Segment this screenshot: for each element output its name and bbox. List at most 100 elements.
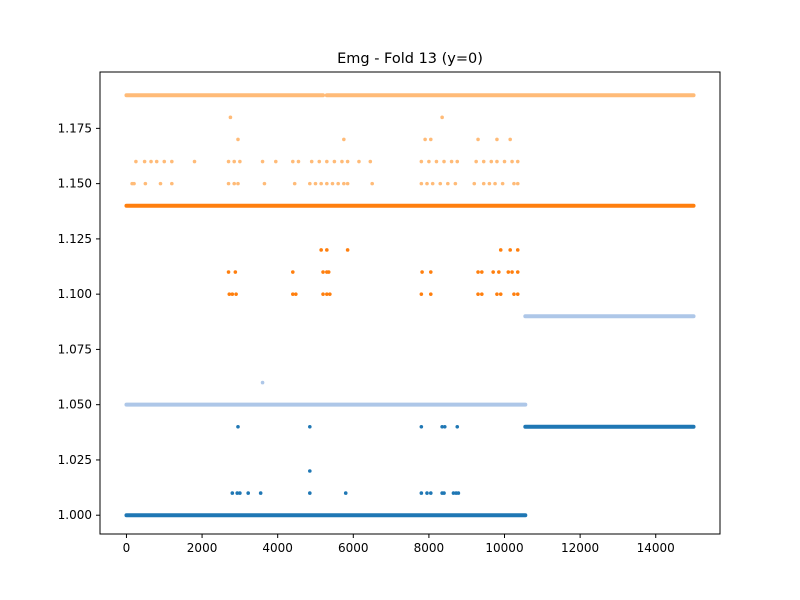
series-2: [124, 314, 696, 407]
series-3-point-8: [328, 292, 332, 296]
y-tick-label: 1.125: [58, 232, 92, 246]
series-4-point-56: [427, 159, 431, 164]
series-3-point-30: [510, 270, 514, 274]
y-tick-label: 1.000: [58, 508, 92, 522]
series-4-point-58: [442, 159, 446, 164]
plot-marks: [124, 93, 696, 518]
series-4-point-72: [476, 137, 480, 142]
series-4-point-21: [425, 181, 429, 186]
series-1-point-18: [308, 424, 312, 429]
series-3-point-4: [291, 292, 295, 296]
series-4-point-67: [515, 159, 520, 164]
series-4-point-15: [330, 181, 335, 186]
series-3-point-13: [495, 292, 499, 296]
series-4-point-73: [495, 137, 499, 142]
series-1-point-20: [440, 424, 444, 429]
series-3-point-33: [325, 248, 329, 252]
series-3-point-32: [319, 248, 323, 252]
series-4: [124, 93, 696, 186]
series-1-point-2: [235, 491, 240, 495]
series-4-point-36: [154, 159, 159, 164]
series-3-point-10: [428, 292, 433, 296]
series-4-point-8: [236, 181, 240, 186]
series-3-point-17: [226, 270, 231, 274]
series-4-point-24: [446, 181, 450, 186]
x-tick-label: 4000: [262, 541, 293, 555]
series-4-point-53: [357, 159, 361, 164]
plot-frame: [99, 71, 721, 535]
series-3-point-29: [506, 270, 511, 274]
series-4-point-75: [228, 115, 233, 120]
series-4-point-48: [317, 159, 322, 164]
series-4-point-42: [238, 159, 242, 164]
series-4-point-37: [162, 159, 167, 164]
series-1-point-10: [428, 491, 433, 495]
series-3-point-31: [515, 270, 520, 274]
series-1-point-15: [456, 491, 461, 495]
x-tick-label: 14000: [637, 541, 675, 555]
series-4-point-30: [500, 181, 505, 186]
series-3-point-5: [294, 292, 298, 296]
series-3-point-20: [321, 270, 325, 274]
series-4-point-61: [474, 159, 478, 164]
series-4-point-12: [313, 181, 318, 186]
series-1-point-13: [451, 491, 456, 495]
series-1: [124, 424, 696, 518]
series-4-point-50: [332, 159, 337, 164]
series-4-point-64: [495, 159, 499, 164]
series-4-point-5: [170, 181, 174, 186]
series-3-point-28: [497, 270, 501, 274]
y-tick-label: 1.075: [58, 342, 92, 356]
x-tick-label: 8000: [414, 541, 445, 555]
series-4-point-43: [260, 159, 265, 164]
series-4-point-33: [134, 159, 138, 164]
series-3-point-36: [508, 248, 512, 252]
series-4-point-14: [325, 181, 329, 186]
series-1-point-16: [308, 469, 312, 473]
series-4-point-60: [455, 159, 460, 164]
series-3-point-23: [420, 270, 424, 274]
x-tick-label: 0: [123, 541, 131, 555]
series-3-point-2: [230, 292, 235, 296]
series-3-point-27: [491, 270, 495, 274]
series-4-point-38: [170, 159, 174, 164]
series-4-point-16: [336, 181, 340, 186]
series-3-point-15: [512, 292, 516, 296]
y-tick-label: 1.025: [58, 453, 92, 467]
x-tick-label: 12000: [561, 541, 599, 555]
series-4-point-49: [325, 159, 329, 164]
series-4-point-51: [340, 159, 344, 164]
x-tick-label: 10000: [485, 541, 523, 555]
series-1-point-17: [236, 424, 240, 429]
series-4-point-63: [489, 159, 494, 164]
series-4-point-34: [142, 159, 147, 164]
series-3-point-37: [515, 248, 520, 252]
series-4-point-13: [319, 181, 323, 186]
series-4-point-40: [226, 159, 231, 164]
x-tick-label: 6000: [338, 541, 369, 555]
series-4-point-23: [438, 181, 443, 186]
series-3-point-18: [233, 270, 238, 274]
series-4-point-45: [291, 159, 295, 164]
series-1-point-5: [258, 491, 263, 495]
x-axis: 0 2000 4000 6000 8000 10000 12000 14000: [123, 534, 675, 555]
series-1-point-19: [419, 424, 424, 429]
series-3-point-22: [326, 270, 331, 274]
series-4-point-65: [502, 159, 507, 164]
series-4-point-25: [453, 181, 458, 186]
series-1-point-1: [230, 491, 235, 495]
series-3-point-11: [476, 292, 480, 296]
series-3-point-14: [498, 292, 503, 296]
series-3-point-7: [325, 292, 329, 296]
series-4-point-7: [232, 181, 237, 186]
series-4-point-66: [510, 159, 514, 164]
y-axis: 1.000 1.025 1.050 1.075 1.100 1.125 1.150 1.175: [58, 121, 100, 522]
series-4-point-28: [487, 181, 492, 186]
series-4-point-20: [419, 181, 424, 186]
series-3-point-9: [419, 292, 424, 296]
series-4-point-3: [143, 181, 148, 186]
series-2-point-1: [260, 380, 265, 385]
chart-title: Emg - Fold 13 (y=0): [337, 51, 483, 67]
series-3: [124, 203, 696, 296]
